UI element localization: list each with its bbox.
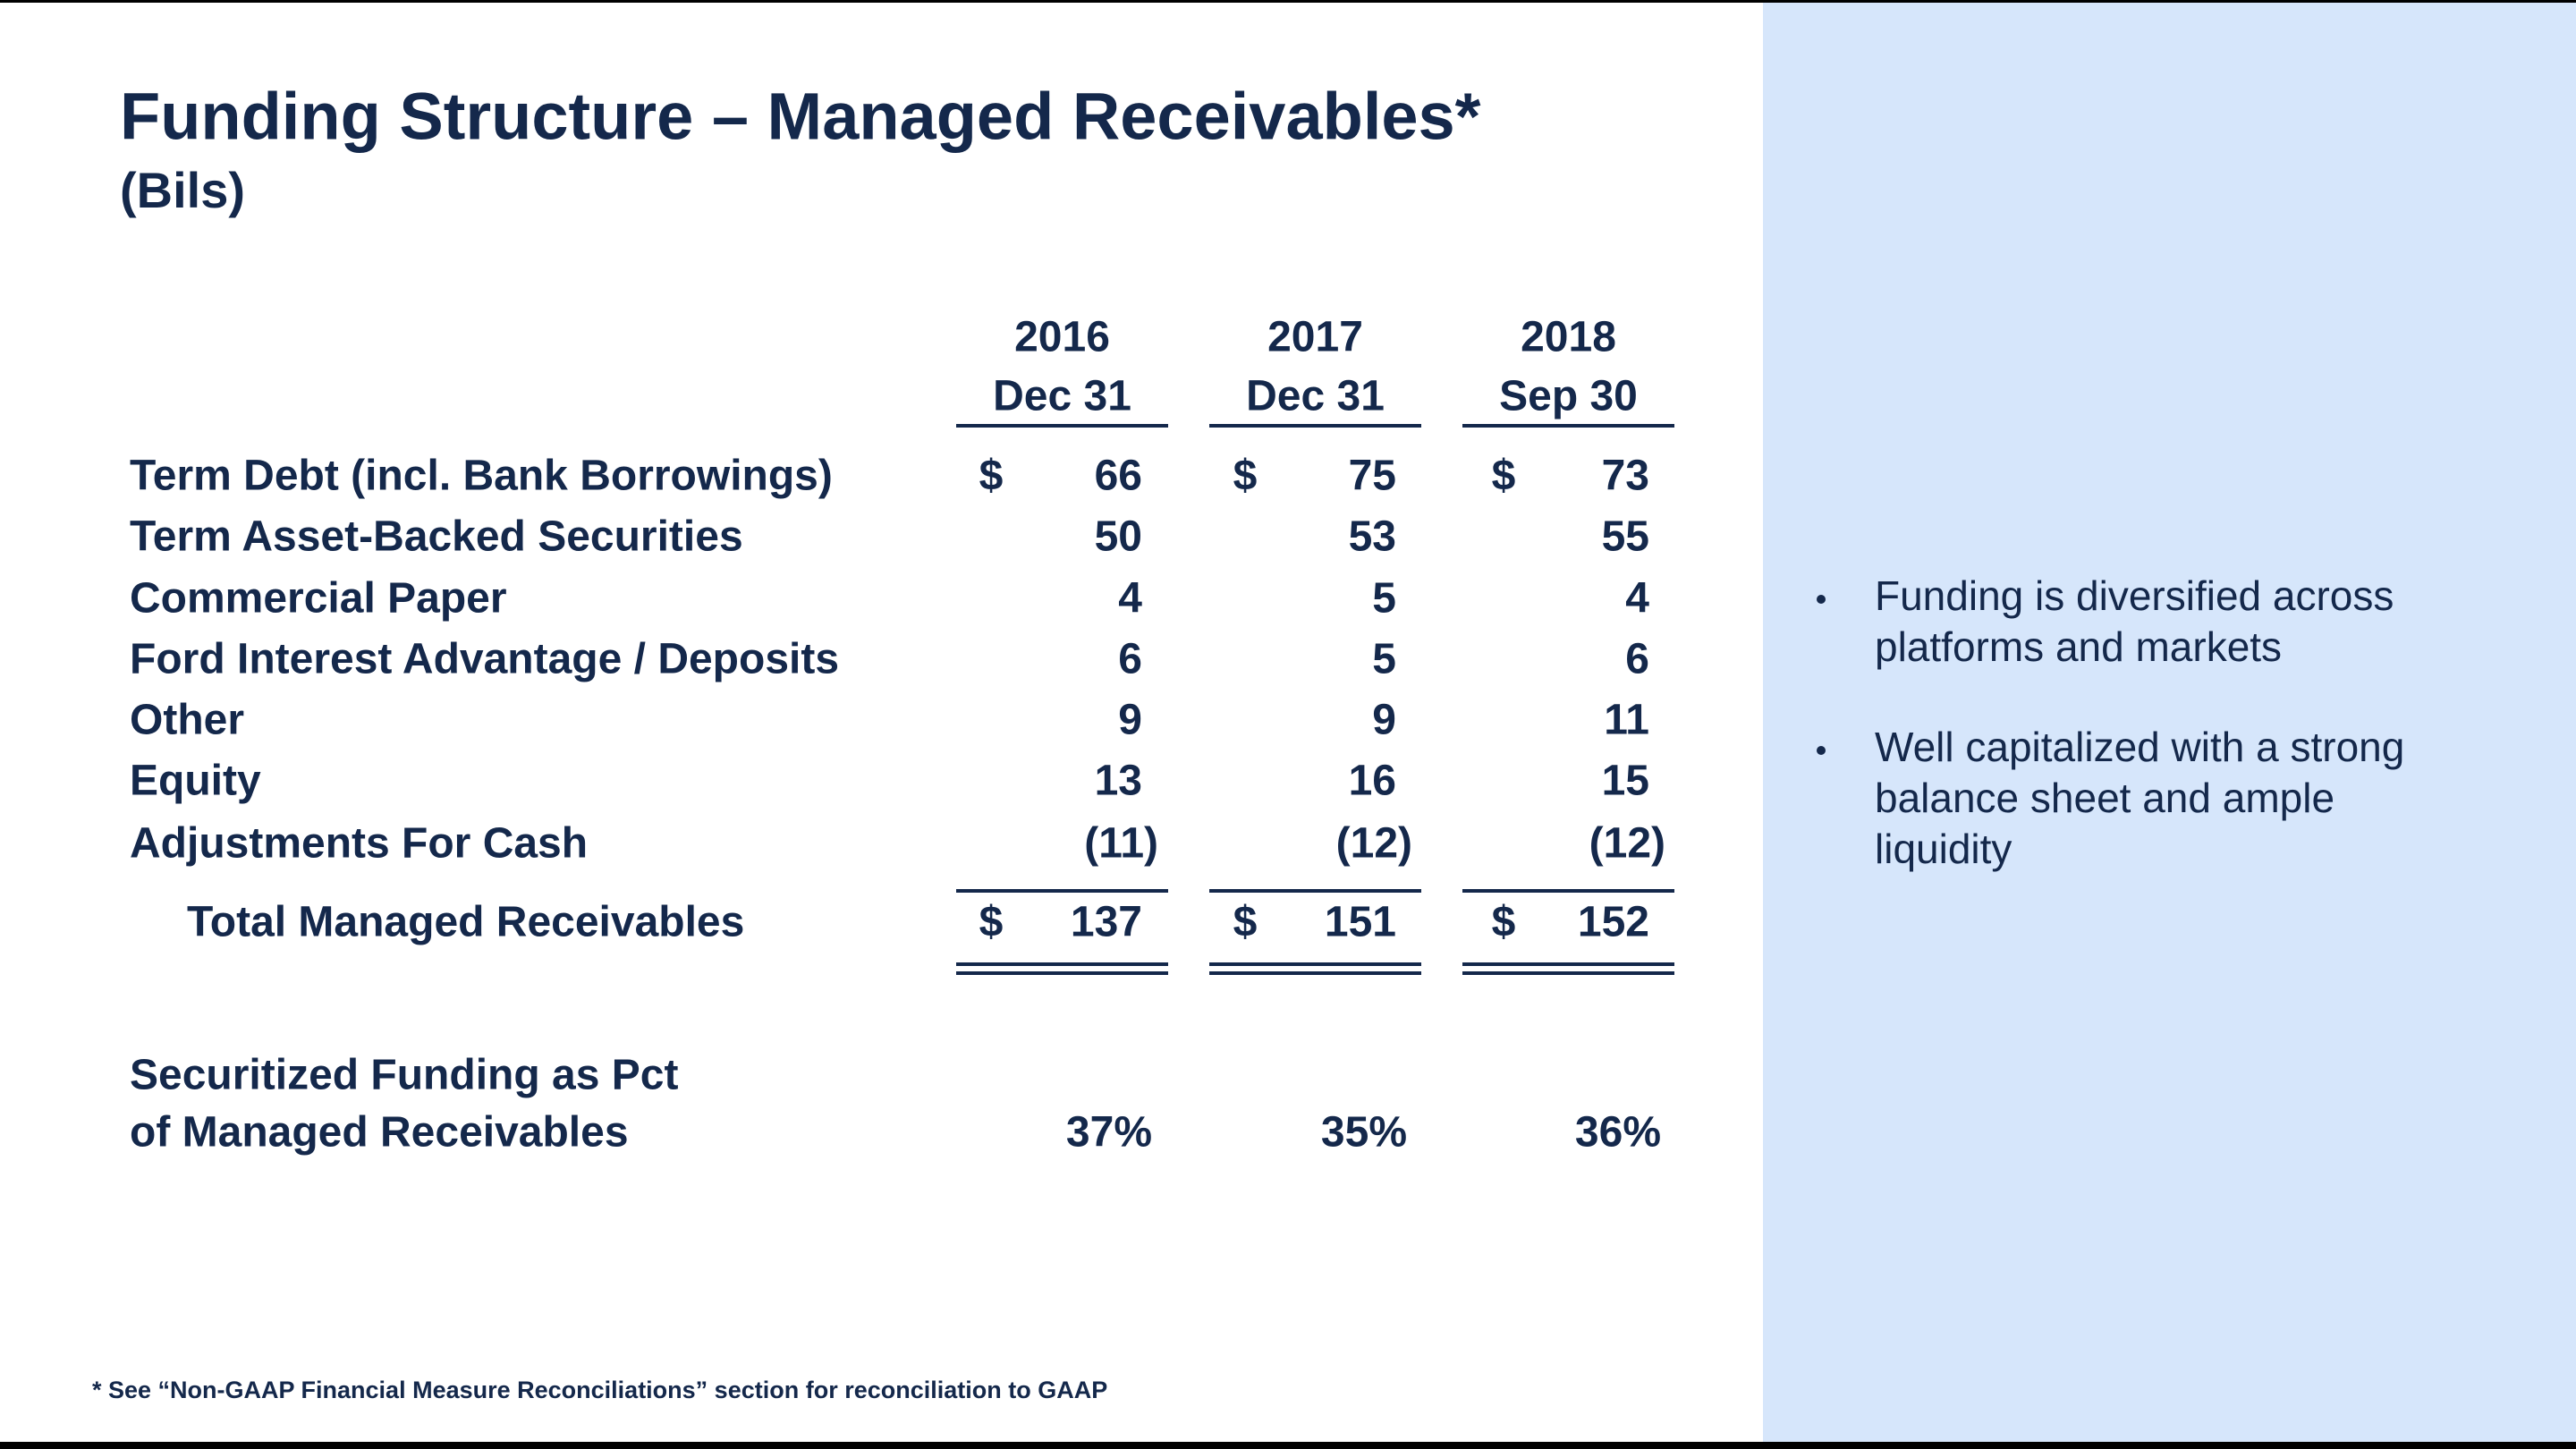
column-date: Sep 30 xyxy=(1499,373,1638,420)
cell-value: 4 xyxy=(1118,575,1142,623)
cell-value: 6 xyxy=(1118,636,1142,683)
ratio-value: 35% xyxy=(1321,1109,1407,1157)
total-label: Total Managed Receivables xyxy=(187,899,744,946)
cell-value: 6 xyxy=(1625,636,1649,683)
row-label: Adjustments For Cash xyxy=(130,820,588,868)
bullet-text: liquidity xyxy=(1875,826,2012,872)
cell-value: 5 xyxy=(1372,636,1396,683)
currency: $ xyxy=(979,899,1004,946)
currency: $ xyxy=(1233,453,1258,500)
cell-value: (11) xyxy=(1084,820,1158,868)
cell-value: 9 xyxy=(1118,697,1142,744)
cell-value: 16 xyxy=(1349,758,1396,805)
bullet-text: platforms and markets xyxy=(1875,623,2282,670)
row-label: Other xyxy=(130,697,244,744)
cell-value: (12) xyxy=(1589,820,1665,868)
currency: $ xyxy=(979,453,1004,500)
cell-value: 4 xyxy=(1625,575,1649,623)
cell-value: (12) xyxy=(1336,820,1412,868)
column-year: 2017 xyxy=(1267,314,1363,361)
bullet-text: Funding is diversified across xyxy=(1875,572,2394,619)
bullet-text: Well capitalized with a strong xyxy=(1875,724,2404,770)
currency: $ xyxy=(1492,453,1516,500)
cell-value: 11 xyxy=(1604,697,1649,744)
cell-value: 55 xyxy=(1602,513,1649,561)
ratio-value: 36% xyxy=(1575,1109,1661,1157)
cell-value: 13 xyxy=(1095,758,1142,805)
bullet-text: balance sheet and ample xyxy=(1875,775,2334,821)
row-label: Term Asset-Backed Securities xyxy=(130,513,743,561)
column-year: 2018 xyxy=(1521,314,1616,361)
column-date: Dec 31 xyxy=(993,373,1131,420)
footnote: * See “Non-GAAP Financial Measure Reconc… xyxy=(92,1377,1107,1403)
ratio-label: Securitized Funding as Pct xyxy=(130,1052,678,1099)
currency: $ xyxy=(1233,899,1258,946)
column-date: Dec 31 xyxy=(1246,373,1385,420)
row-label: Commercial Paper xyxy=(130,575,507,623)
ratio-value: 37% xyxy=(1066,1109,1152,1157)
cell-value: 66 xyxy=(1095,453,1142,500)
top-border xyxy=(0,0,2576,3)
cell-value: 15 xyxy=(1602,758,1649,805)
cell-value: 5 xyxy=(1372,575,1396,623)
bottom-border xyxy=(0,1442,2576,1449)
column-year: 2016 xyxy=(1014,314,1110,361)
cell-value: 9 xyxy=(1372,697,1396,744)
currency: $ xyxy=(1492,899,1516,946)
ratio-label: of Managed Receivables xyxy=(130,1109,629,1157)
subtitle: (Bils) xyxy=(120,162,245,218)
cell-value: 53 xyxy=(1349,513,1396,561)
row-label: Term Debt (incl. Bank Borrowings) xyxy=(130,453,833,500)
row-label: Ford Interest Advantage / Deposits xyxy=(130,636,839,683)
cell-value: 50 xyxy=(1095,513,1142,561)
bullet-dot xyxy=(1817,595,1826,604)
cell-value: 73 xyxy=(1602,453,1649,500)
cell-value: 151 xyxy=(1325,899,1396,946)
row-label: Equity xyxy=(130,758,261,805)
title: Funding Structure – Managed Receivables* xyxy=(120,80,1481,154)
cell-value: 152 xyxy=(1578,899,1649,946)
cell-value: 75 xyxy=(1349,453,1396,500)
cell-value: 137 xyxy=(1071,899,1142,946)
side-panel xyxy=(1763,0,2576,1449)
bullet-dot xyxy=(1817,746,1826,755)
